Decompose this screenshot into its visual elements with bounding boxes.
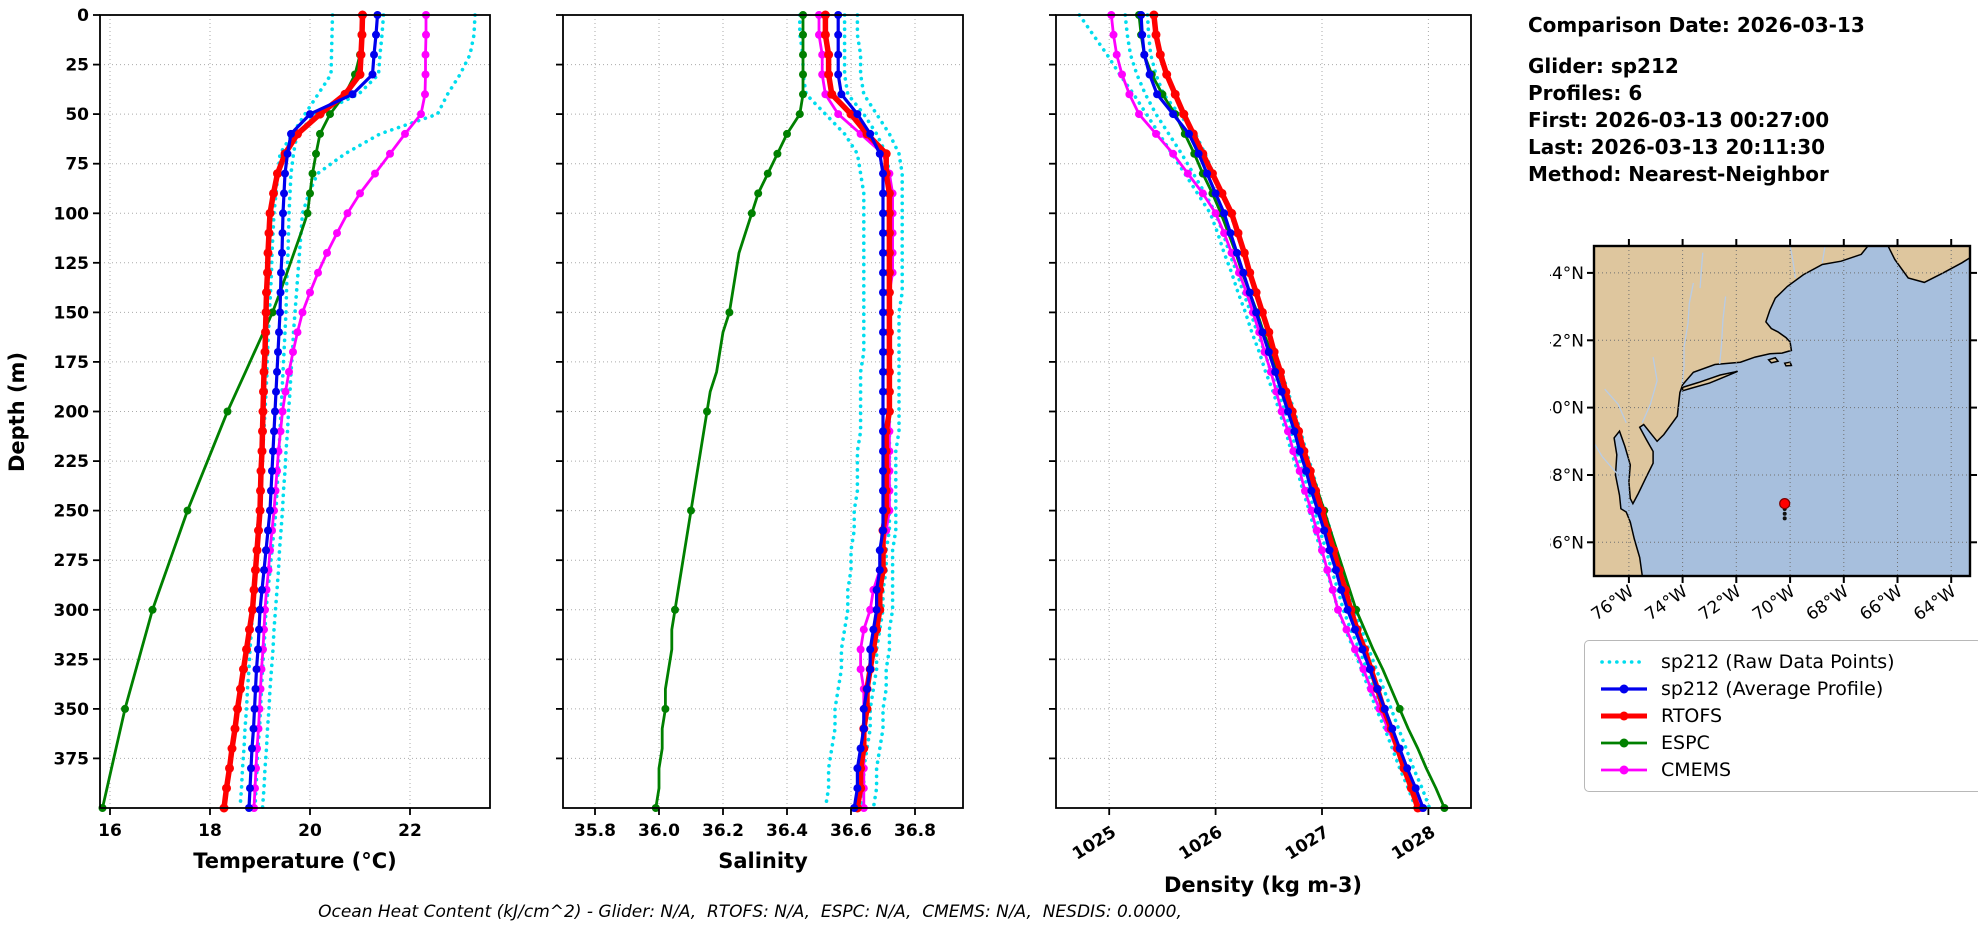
glider-position-marker: [1779, 498, 1791, 521]
svg-text:350: 350: [54, 700, 90, 720]
map-lon-label: 76°W: [1588, 582, 1638, 625]
svg-text:100: 100: [54, 204, 90, 224]
legend-marker-avg: [1601, 684, 1647, 694]
map-river: [1821, 246, 1826, 263]
svg-text:250: 250: [54, 502, 90, 522]
legend-label: sp212 (Raw Data Points): [1661, 651, 1895, 673]
svg-text:36.0: 36.0: [638, 821, 680, 841]
svg-text:35.8: 35.8: [574, 821, 616, 841]
svg-text:325: 325: [54, 650, 90, 670]
legend-label: ESPC: [1661, 732, 1710, 754]
map-lat-label: 44°N: [1550, 264, 1584, 284]
svg-text:175: 175: [54, 353, 90, 373]
map-lat-label: 40°N: [1550, 399, 1584, 419]
salinity-chart: 35.8 36.0 36.2 36.4 36.6 36.8: [556, 10, 964, 841]
info-last: Last: 2026-03-13 20:11:30: [1528, 135, 1826, 159]
svg-text:375: 375: [54, 749, 90, 769]
legend-label: CMEMS: [1661, 759, 1732, 781]
svg-text:22: 22: [398, 821, 422, 841]
svg-text:200: 200: [54, 403, 90, 423]
svg-text:150: 150: [54, 303, 90, 323]
svg-text:300: 300: [54, 601, 90, 621]
svg-text:275: 275: [54, 551, 90, 571]
legend-item-cmems: CMEMS: [1597, 759, 1969, 781]
legend-marker-cmems: [1601, 765, 1647, 775]
map-land: [1783, 361, 1793, 367]
map-land: [1681, 370, 1738, 392]
map-lon-label: 70°W: [1749, 582, 1799, 625]
map-river: [1604, 388, 1627, 424]
legend-item-espc: ESPC: [1597, 732, 1969, 754]
svg-text:225: 225: [54, 452, 90, 472]
comparison-date: Comparison Date: 2026-03-13: [1528, 13, 1865, 37]
svg-text:1028: 1028: [1388, 822, 1439, 864]
legend-marker-raw: [1600, 660, 1648, 664]
temperature-axis-label: Temperature (°C): [193, 849, 396, 873]
legend-item-avg: sp212 (Average Profile): [1597, 678, 1969, 700]
info-glider: Glider: sp212: [1528, 54, 1679, 78]
map-lon-label: 74°W: [1642, 582, 1692, 625]
temperature-chart: 16 18 20 22 0 25 50 75 100 125 150 175 200 225 250 275 3…: [54, 6, 491, 841]
map-lon-label: 72°W: [1695, 582, 1745, 625]
depth-axis-label: Depth (m): [5, 352, 29, 472]
map-river: [1681, 282, 1695, 385]
info-profiles: Profiles: 6: [1528, 81, 1643, 105]
info-first: First: 2026-03-13 00:27:00: [1528, 108, 1830, 132]
map-lat-label: 38°N: [1550, 466, 1584, 486]
profile-plots: 16 18 20 22 0 25 50 75 100 125 150 175 200 225 250 275 3…: [5, 6, 1472, 897]
map-land: [1887, 246, 1970, 284]
legend-item-rtofs: RTOFS: [1597, 705, 1969, 727]
svg-text:36.2: 36.2: [702, 821, 744, 841]
svg-text:125: 125: [54, 254, 90, 274]
svg-text:50: 50: [65, 105, 89, 125]
svg-text:25: 25: [65, 56, 89, 76]
legend-marker-espc: [1601, 738, 1647, 748]
location-map: 76°W74°W72°W70°W68°W66°W64°W 44°N 42°N 40°N…: [1550, 239, 1977, 625]
map-lat-label: 42°N: [1550, 331, 1584, 351]
svg-text:18: 18: [198, 821, 222, 841]
svg-text:36.8: 36.8: [894, 821, 936, 841]
map-river: [1594, 442, 1618, 474]
legend-label: RTOFS: [1661, 705, 1723, 727]
map-river: [1789, 246, 1797, 279]
legend-label: sp212 (Average Profile): [1661, 678, 1884, 700]
svg-text:36.4: 36.4: [766, 821, 808, 841]
map-lon-label: 68°W: [1803, 582, 1853, 625]
salinity-axis-label: Salinity: [718, 849, 808, 873]
svg-text:36.6: 36.6: [830, 821, 872, 841]
map-lon-label: 66°W: [1856, 582, 1906, 625]
map-lat-label: 36°N: [1550, 533, 1584, 553]
map-river: [1699, 252, 1704, 289]
map-lon-label: 64°W: [1910, 582, 1960, 625]
svg-text:0: 0: [77, 6, 89, 26]
map-land: [1767, 356, 1780, 364]
svg-text:16: 16: [98, 821, 122, 841]
svg-text:1025: 1025: [1069, 822, 1120, 864]
svg-text:1026: 1026: [1176, 822, 1227, 864]
legend-marker-rtofs: [1601, 711, 1647, 721]
density-chart: 1025 1026 1027 1028: [1049, 10, 1472, 864]
density-axis-label: Density (kg m-3): [1164, 873, 1362, 897]
map-river: [1719, 296, 1727, 364]
svg-text:1027: 1027: [1282, 822, 1333, 864]
ocean-heat-content-caption: Ocean Heat Content (kJ/cm^2) - Glider: N…: [318, 902, 1182, 922]
legend-item-raw: sp212 (Raw Data Points): [1597, 651, 1969, 673]
plot-legend: sp212 (Raw Data Points) sp212 (Average Pr…: [1584, 640, 1978, 792]
comparison-info-panel: Comparison Date: 2026-03-13 Glider: sp21…: [1528, 12, 1968, 188]
svg-text:20: 20: [298, 821, 322, 841]
map-land: [1594, 246, 1869, 576]
map-river: [1641, 356, 1658, 424]
svg-text:75: 75: [65, 155, 89, 175]
info-method: Method: Nearest-Neighbor: [1528, 162, 1829, 186]
map-frame: [1592, 244, 1972, 578]
